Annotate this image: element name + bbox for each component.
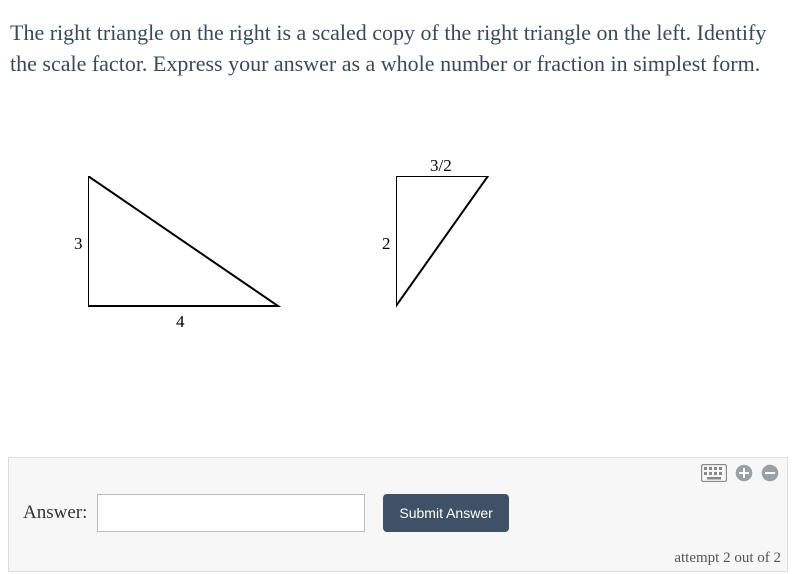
left-base-label: 4 [176, 312, 185, 332]
submit-button[interactable]: Submit Answer [383, 494, 508, 532]
minus-icon[interactable] [761, 464, 779, 482]
keyboard-icon[interactable] [701, 464, 727, 482]
diagram: 3 4 2 3/2 [10, 120, 790, 400]
right-triangle-svg [396, 176, 493, 311]
left-vertical-label: 3 [74, 234, 83, 254]
answer-panel: Answer: Submit Answer attempt 2 out of 2 [8, 457, 788, 572]
tool-row [9, 458, 787, 484]
right-triangle: 2 3/2 [396, 176, 493, 316]
left-triangle-svg [88, 176, 283, 311]
attempt-text: attempt 2 out of 2 [9, 550, 787, 571]
left-triangle: 3 4 [88, 176, 283, 316]
plus-icon[interactable] [735, 464, 753, 482]
right-vertical-label: 2 [382, 234, 391, 254]
right-top-label: 3/2 [430, 156, 452, 176]
answer-row: Answer: Submit Answer [9, 484, 787, 550]
answer-label: Answer: [23, 502, 87, 524]
answer-input[interactable] [97, 494, 365, 532]
question-text: The right triangle on the right is a sca… [10, 18, 790, 80]
